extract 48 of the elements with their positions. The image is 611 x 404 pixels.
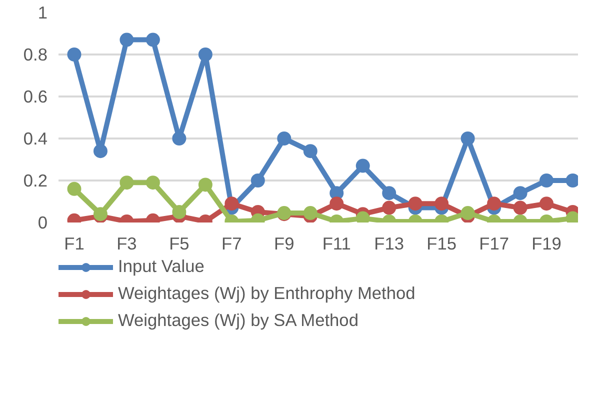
point xyxy=(198,178,212,192)
legend-label: Weightages (Wj) by Enthrophy Method xyxy=(118,283,416,304)
point xyxy=(120,176,134,190)
point xyxy=(303,206,318,220)
point xyxy=(67,182,82,196)
point xyxy=(250,174,265,188)
point xyxy=(487,196,502,211)
point xyxy=(172,205,186,219)
x-tick-label: F13 xyxy=(374,234,404,254)
y-tick-label: 1 xyxy=(38,2,48,22)
point xyxy=(120,32,134,47)
point xyxy=(460,132,475,146)
y-tick-label: 0.8 xyxy=(23,44,48,64)
point xyxy=(513,200,528,215)
point xyxy=(513,186,528,200)
point xyxy=(330,196,344,211)
y-tick-label: 0 xyxy=(38,212,48,232)
x-tick-label: F19 xyxy=(532,234,562,254)
point xyxy=(146,176,160,190)
point xyxy=(356,158,370,173)
point xyxy=(540,174,554,188)
x-tick-label: F1 xyxy=(64,234,84,254)
point xyxy=(382,186,396,200)
y-tick-label: 0.2 xyxy=(23,170,48,190)
point xyxy=(67,48,82,62)
legend-label: Input Value xyxy=(118,256,204,277)
point xyxy=(408,196,422,211)
point xyxy=(434,196,449,211)
point xyxy=(198,48,212,62)
y-tick-label: 0.4 xyxy=(23,128,48,148)
point xyxy=(224,196,239,211)
point xyxy=(303,144,318,158)
x-tick-label: F11 xyxy=(322,234,351,254)
point xyxy=(540,196,554,211)
point xyxy=(460,206,475,220)
point xyxy=(93,144,108,158)
point xyxy=(277,132,292,146)
point xyxy=(382,200,396,215)
x-tick-label: F17 xyxy=(479,234,509,254)
y-tick-label: 0.6 xyxy=(23,86,48,106)
x-tick-label: F3 xyxy=(116,234,137,254)
point xyxy=(146,32,160,47)
x-tick-label: F5 xyxy=(169,234,190,254)
x-tick-label: F15 xyxy=(426,234,456,254)
point xyxy=(172,132,186,146)
x-tick-label: F9 xyxy=(274,234,294,254)
legend-label: Weightages (Wj) by SA Method xyxy=(118,310,358,331)
x-tick-label: F7 xyxy=(222,234,242,254)
